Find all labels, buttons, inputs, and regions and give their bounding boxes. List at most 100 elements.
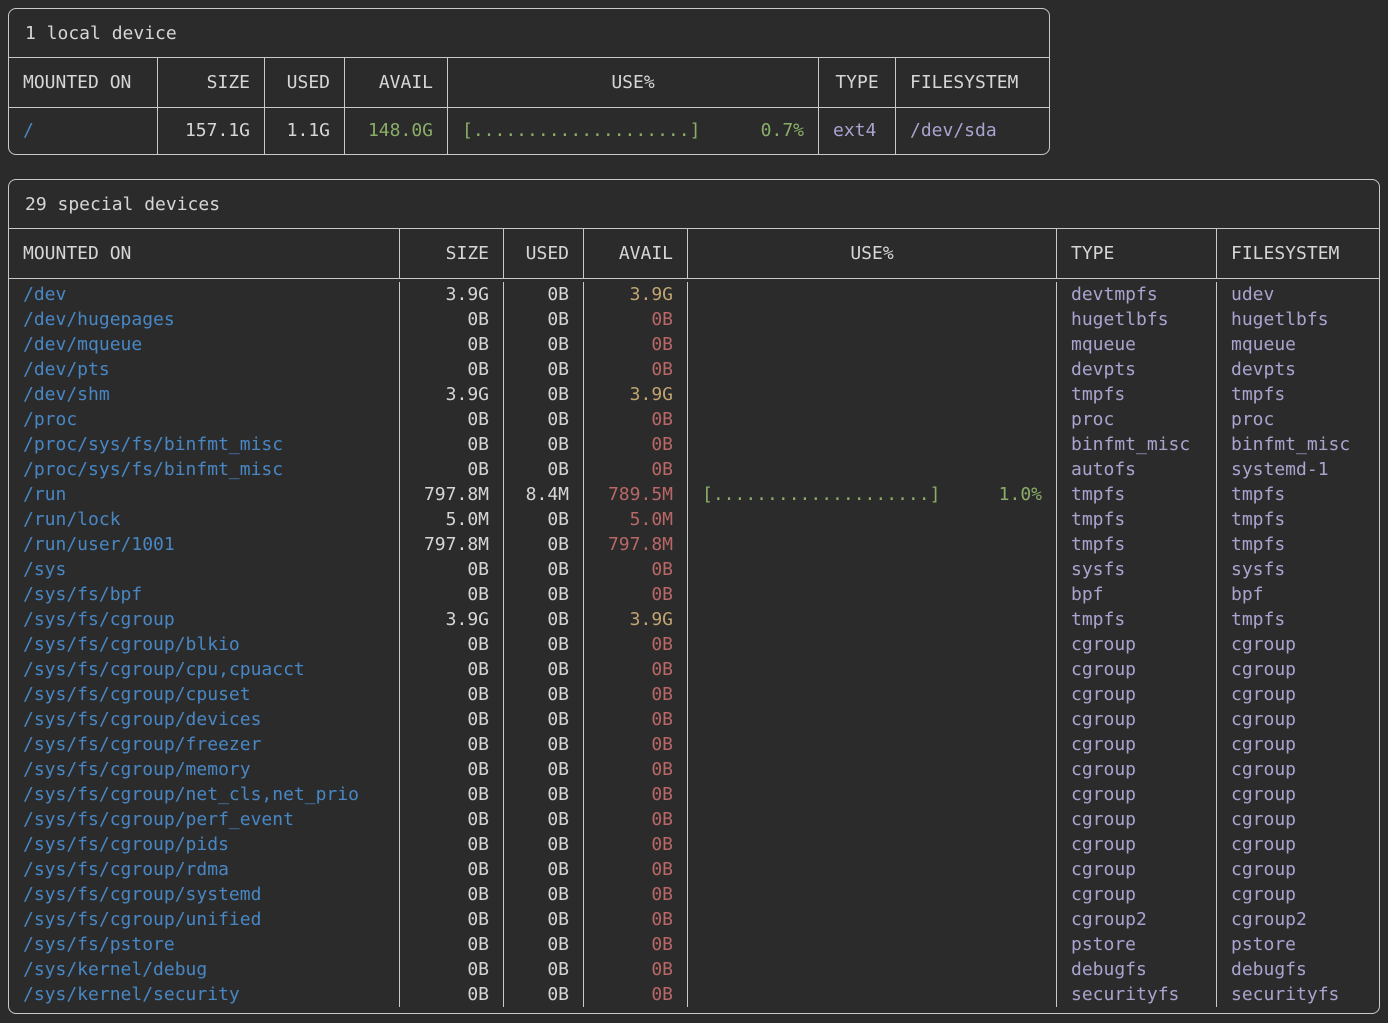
col-avail: AVAIL — [345, 58, 448, 107]
use-percent-cell — [688, 982, 1057, 1007]
size-cell: 0B — [400, 857, 504, 882]
mounted-on-cell: /proc/sys/fs/binfmt_misc — [9, 457, 400, 482]
avail-cell: 3.9G — [584, 282, 688, 307]
mounted-on-cell: /sys — [9, 557, 400, 582]
type-cell: cgroup — [1057, 782, 1217, 807]
avail-cell: 0B — [584, 832, 688, 857]
col-mounted-on: MOUNTED ON — [9, 229, 400, 278]
size-cell: 3.9G — [400, 607, 504, 632]
use-percent-cell: [....................] 0.7% — [448, 108, 819, 154]
use-percent-cell — [688, 307, 1057, 332]
filesystem-cell: mqueue — [1231, 334, 1297, 355]
table-row: / 157.1G 1.1G 148.0G [..................… — [9, 108, 1049, 154]
mounted-on-cell: /proc/sys/fs/binfmt_misc — [9, 432, 400, 457]
filesystem-cell: systemd-1 — [1231, 459, 1329, 480]
used-cell: 0B — [504, 382, 584, 407]
type-cell: hugetlbfs — [1057, 307, 1217, 332]
size-cell: 0B — [400, 832, 504, 857]
type-cell: tmpfs — [1057, 607, 1217, 632]
filesystem-cell: pstore — [1231, 934, 1297, 955]
type-cell: bpf — [1057, 582, 1217, 607]
used-cell: 0B — [504, 307, 584, 332]
avail-cell: 797.8M — [584, 532, 688, 557]
avail-cell: 0B — [584, 807, 688, 832]
use-percent-cell — [688, 782, 1057, 807]
use-percent-cell — [688, 582, 1057, 607]
table-row: /sys 0B 0B 0B sysfs sysfs — [9, 557, 1379, 582]
used-cell: 0B — [504, 632, 584, 657]
usage-percent: 1.0% — [998, 484, 1042, 505]
type-cell: cgroup — [1057, 832, 1217, 857]
used-cell: 0B — [504, 407, 584, 432]
mounted-on-cell: /run — [9, 482, 400, 507]
table-row: /proc/sys/fs/binfmt_misc 0B 0B 0B autofs… — [9, 457, 1379, 482]
local-table-title: 1 local device — [9, 9, 1049, 58]
size-cell: 0B — [400, 307, 504, 332]
table-row: /sys/fs/cgroup/cpuset 0B 0B 0B cgroup cg… — [9, 682, 1379, 707]
mounted-on-cell: /sys/fs/cgroup/net_cls,net_prio — [9, 782, 400, 807]
mounted-on-cell: /sys/fs/cgroup/perf_event — [9, 807, 400, 832]
table-row: /dev/pts 0B 0B 0B devpts devpts — [9, 357, 1379, 382]
table-row: /sys/fs/cgroup 3.9G 0B 3.9G tmpfs tmpfs — [9, 607, 1379, 632]
filesystem-cell: udev — [1231, 284, 1275, 305]
size-cell: 0B — [400, 557, 504, 582]
col-filesystem: FILESYSTEM — [1231, 243, 1340, 264]
table-row: /sys/fs/cgroup/devices 0B 0B 0B cgroup c… — [9, 707, 1379, 732]
local-table-body: / 157.1G 1.1G 148.0G [..................… — [9, 108, 1049, 154]
use-percent-cell — [688, 807, 1057, 832]
special-table-body: /dev 3.9G 0B 3.9G devtmpfs udev /dev/hug… — [9, 279, 1379, 1013]
col-used: USED — [265, 58, 345, 107]
mounted-on-cell: /sys/fs/cgroup/freezer — [9, 732, 400, 757]
type-cell: cgroup — [1057, 882, 1217, 907]
used-cell: 0B — [504, 682, 584, 707]
use-percent-cell — [688, 507, 1057, 532]
table-row: /sys/fs/cgroup/perf_event 0B 0B 0B cgrou… — [9, 807, 1379, 832]
type-cell: cgroup — [1057, 657, 1217, 682]
use-percent-cell — [688, 857, 1057, 882]
special-table-title: 29 special devices — [9, 180, 1379, 229]
filesystem-cell: binfmt_misc — [1231, 434, 1351, 455]
mounted-on-cell: /dev/mqueue — [9, 332, 400, 357]
use-percent-cell — [688, 457, 1057, 482]
table-row: /sys/fs/bpf 0B 0B 0B bpf bpf — [9, 582, 1379, 607]
used-cell: 0B — [504, 782, 584, 807]
size-cell: 0B — [400, 632, 504, 657]
table-row: /sys/fs/cgroup/blkio 0B 0B 0B cgroup cgr… — [9, 632, 1379, 657]
type-cell: cgroup — [1057, 682, 1217, 707]
used-cell: 0B — [504, 807, 584, 832]
used-cell: 0B — [504, 957, 584, 982]
table-row: /sys/fs/cgroup/net_cls,net_prio 0B 0B 0B… — [9, 782, 1379, 807]
col-use-pct: USE% — [688, 229, 1057, 278]
avail-cell: 0B — [584, 457, 688, 482]
filesystem-cell: tmpfs — [1231, 534, 1286, 555]
avail-cell: 0B — [584, 307, 688, 332]
size-cell: 0B — [400, 657, 504, 682]
size-cell: 0B — [400, 332, 504, 357]
local-table-header: MOUNTED ON SIZE USED AVAIL USE% TYPE FIL… — [9, 58, 1049, 108]
used-cell: 0B — [504, 432, 584, 457]
type-cell: tmpfs — [1057, 382, 1217, 407]
used-cell: 0B — [504, 732, 584, 757]
use-percent-cell — [688, 907, 1057, 932]
used-cell: 0B — [504, 457, 584, 482]
type-cell: cgroup — [1057, 707, 1217, 732]
used-cell: 0B — [504, 882, 584, 907]
table-row: /sys/kernel/debug 0B 0B 0B debugfs debug… — [9, 957, 1379, 982]
table-row: /sys/fs/pstore 0B 0B 0B pstore pstore — [9, 932, 1379, 957]
size-cell: 3.9G — [400, 382, 504, 407]
mounted-on-cell: /sys/fs/cgroup/unified — [9, 907, 400, 932]
filesystem-cell: cgroup — [1231, 684, 1297, 705]
size-cell: 797.8M — [400, 532, 504, 557]
use-percent-cell — [688, 432, 1057, 457]
filesystem-cell: cgroup — [1231, 859, 1297, 880]
size-cell: 0B — [400, 907, 504, 932]
use-percent-cell — [688, 282, 1057, 307]
terminal-screen: 1 local device MOUNTED ON SIZE USED AVAI… — [8, 8, 1380, 1014]
table-row: /dev/shm 3.9G 0B 3.9G tmpfs tmpfs — [9, 382, 1379, 407]
use-percent-cell — [688, 757, 1057, 782]
table-row: /dev/hugepages 0B 0B 0B hugetlbfs hugetl… — [9, 307, 1379, 332]
table-row: /run 797.8M 8.4M 789.5M [...............… — [9, 482, 1379, 507]
table-row: /sys/fs/cgroup/freezer 0B 0B 0B cgroup c… — [9, 732, 1379, 757]
type-cell: cgroup — [1057, 732, 1217, 757]
avail-cell: 0B — [584, 857, 688, 882]
